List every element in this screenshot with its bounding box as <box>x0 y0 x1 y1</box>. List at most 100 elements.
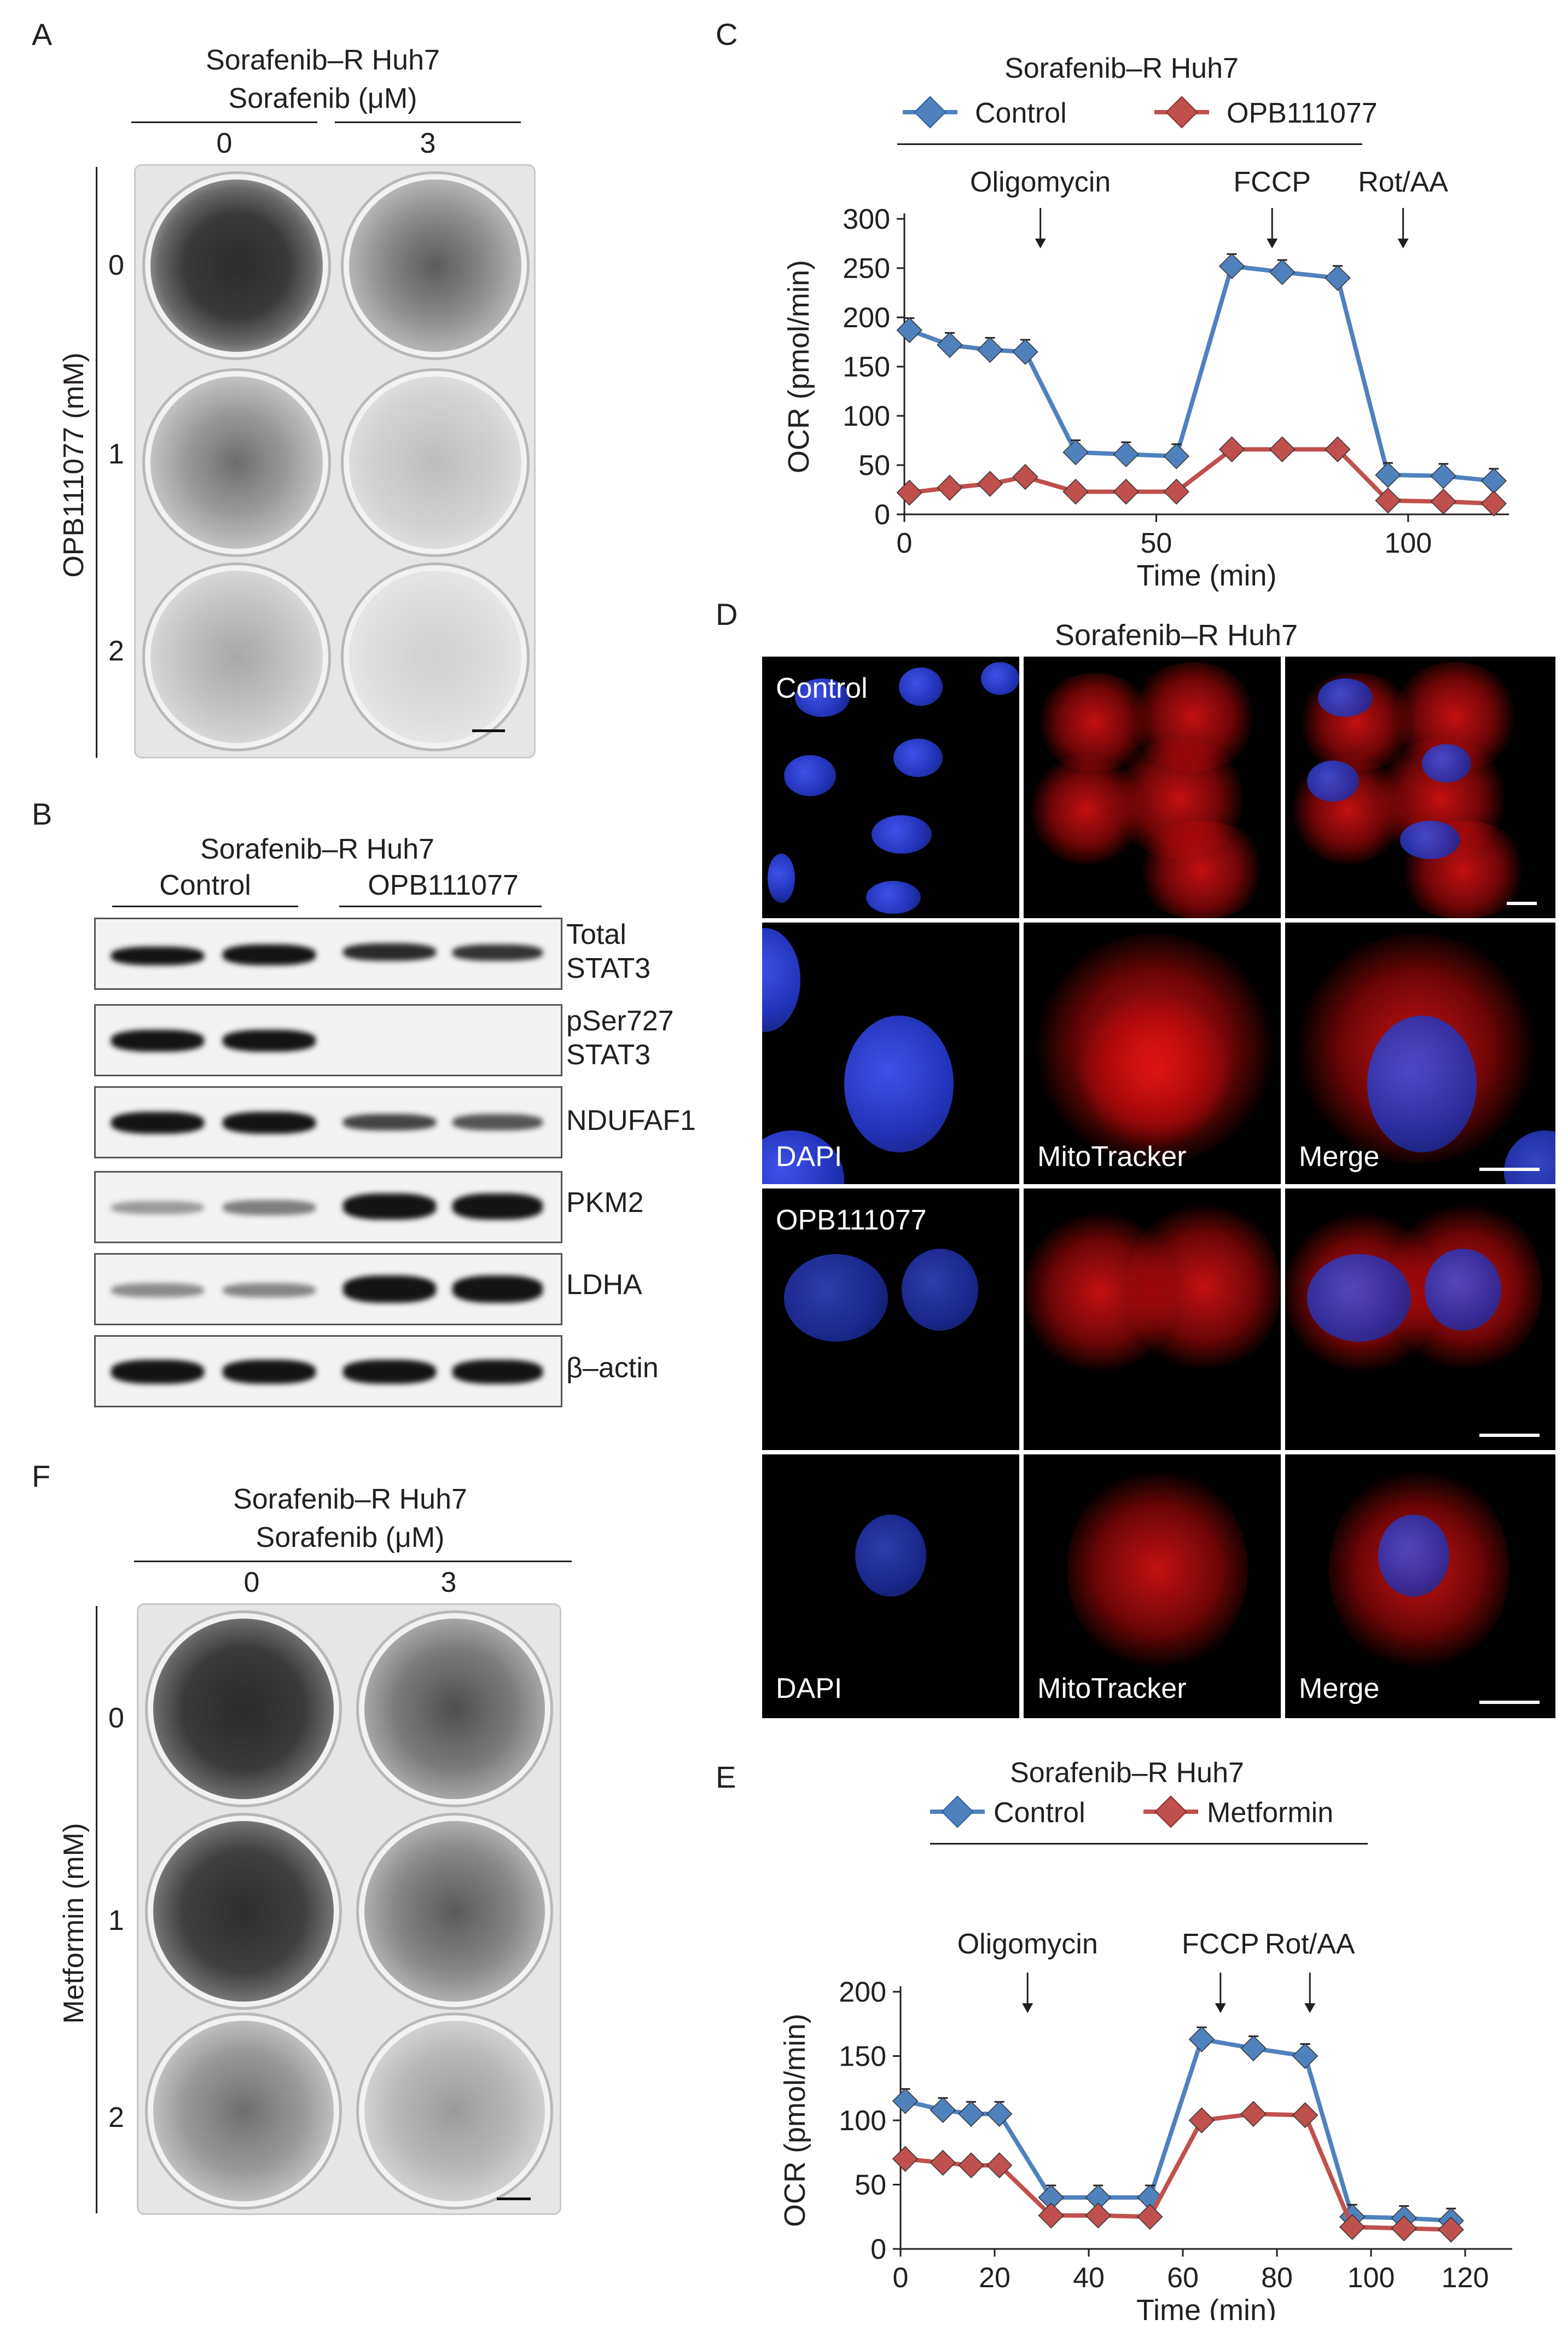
chart-c-xtick-label-1: 50 <box>1140 527 1172 559</box>
chart-e-xtick-label-2: 40 <box>1073 2262 1105 2294</box>
scale-bar-d3 <box>1479 1434 1540 1437</box>
micro-opb-merge-2: Merge <box>1285 1454 1555 1718</box>
panel-a-row0: 0 <box>108 250 124 281</box>
micro-control-mito-2: MitoTracker <box>1024 923 1281 1184</box>
micro-opb-merge-1 <box>1285 1188 1555 1450</box>
panel-e-legend-bar <box>930 1843 1368 1845</box>
chart-c-series-1-point-11 <box>1430 488 1456 515</box>
chart-e-ylabel: OCR (pmol/min) <box>779 2014 811 2227</box>
panel-f-treatment: Sorafenib (μM) <box>255 1522 445 1553</box>
blot-pser727-stat3 <box>94 1004 562 1076</box>
chart-e-series-1-point-10 <box>1339 2214 1366 2240</box>
chart-c-xlabel: Time (min) <box>1137 559 1277 592</box>
panel-b-group1-bar <box>112 906 298 907</box>
chart-c-series-0-point-11 <box>1430 463 1456 489</box>
blot-label-1a: Total <box>566 919 626 950</box>
chart-e-ann-fccp: FCCP <box>1182 1928 1259 1960</box>
panel-a-row1: 1 <box>108 438 124 470</box>
micro-label-mito-opb: MitoTracker <box>1037 1673 1187 1704</box>
chart-e-series-0-point-8 <box>1240 2035 1267 2062</box>
chart-c-ann-fccp: FCCP <box>1233 166 1311 198</box>
chart-e-series-0-point-7 <box>1188 2026 1215 2052</box>
panel-a-row-axis: OPB111077 (mM) <box>58 352 90 578</box>
blot-label-2a: pSer727 <box>566 1005 674 1037</box>
panel-a-row2: 2 <box>108 635 124 667</box>
panel-d-letter: D <box>716 597 738 631</box>
chart-c-series-0-point-4 <box>1062 439 1089 466</box>
chart-e-series-0-point-0 <box>892 2088 919 2114</box>
chart-e-series-0-point-5 <box>1085 2184 1111 2211</box>
chart-e-ytick-label-2: 100 <box>839 2105 886 2137</box>
legend-e-metformin-label: Metformin <box>1207 1797 1333 1829</box>
panel-f-row2: 2 <box>108 2102 124 2133</box>
chart-c-series-1-point-8 <box>1269 436 1296 462</box>
dish-a-1-1 <box>341 368 530 557</box>
chart-e-series-1-point-11 <box>1391 2215 1417 2242</box>
dish-f-0-1 <box>356 1610 553 1807</box>
panel-f-letter: F <box>32 1459 51 1493</box>
micro-opb-mito-1 <box>1024 1188 1281 1450</box>
chart-c-series-0-point-12 <box>1480 468 1507 494</box>
panel-e-cell-line: Sorafenib–R Huh7 <box>1010 1757 1244 1789</box>
blot-label-1b: STAT3 <box>566 953 651 984</box>
chart-e-series-1-point-9 <box>1292 2102 1319 2129</box>
legend-e-control-label: Control <box>994 1797 1085 1829</box>
legend-c-control-marker <box>914 96 946 129</box>
chart-c-ytick-label-1: 50 <box>858 450 890 482</box>
chart-e-xtick-label-3: 60 <box>1167 2262 1199 2294</box>
panel-a-row-bar <box>96 167 97 758</box>
chart-e-series-1-point-7 <box>1188 2107 1215 2133</box>
dish-a-2-1 <box>341 563 530 751</box>
scale-bar-d2 <box>1479 1168 1540 1171</box>
dish-f-1-0 <box>145 1813 342 2010</box>
panel-c-legend: Control OPB111077 <box>903 96 1378 129</box>
chart-e-xtick-label-5: 100 <box>1348 2262 1395 2294</box>
chart-e-series-1-point-0 <box>892 2146 919 2172</box>
panel-a-col0-bar <box>131 121 317 123</box>
blot-beta-actin <box>94 1335 562 1407</box>
micro-label-opb: OPB111077 <box>776 1204 927 1236</box>
chart-c-series-1-point-0 <box>896 479 922 506</box>
blot-total-stat3 <box>94 918 562 990</box>
chart-e-xtick-label-6: 120 <box>1442 2262 1489 2294</box>
chart-c-series-0-point-10 <box>1375 462 1401 488</box>
micrograph-grid: Control DAPI <box>762 657 1555 1718</box>
chart-c-xtick-label-2: 100 <box>1384 527 1432 559</box>
chart-c-series-1-point-5 <box>1113 478 1139 505</box>
blot-label-2b: STAT3 <box>566 1039 651 1071</box>
chart-e-ytick-label-4: 200 <box>839 1976 886 2008</box>
chart-e-xtick-label-1: 20 <box>979 2262 1011 2294</box>
chart-c-ytick-label-2: 100 <box>843 401 890 432</box>
chart-c-ytick-label-0: 0 <box>874 499 890 531</box>
chart-e-series-1-point-6 <box>1137 2204 1163 2230</box>
panel-a-treatment: Sorafenib (μM) <box>228 83 417 114</box>
legend-c-control-label: Control <box>975 97 1067 129</box>
chart-c-ytick-label-4: 200 <box>843 302 890 334</box>
panel-a-cell-line: Sorafenib–R Huh7 <box>206 44 440 76</box>
dish-a-0-1 <box>341 171 530 360</box>
dish-a-2-0 <box>142 563 331 751</box>
scale-bar-d4 <box>1479 1701 1540 1704</box>
chart-c-series-1-point-10 <box>1375 488 1401 514</box>
panel-a-letter: A <box>32 17 53 51</box>
micro-control-dapi-2: DAPI <box>762 923 1019 1184</box>
chart-c-series-0-point-1 <box>937 332 963 358</box>
micro-control-dapi-1: Control <box>762 657 1019 918</box>
chart-c-xtick-label-0: 0 <box>897 527 913 559</box>
micro-label-merge-opb: Merge <box>1299 1673 1380 1704</box>
chart-e-series-0-point-9 <box>1292 2043 1319 2069</box>
panel-f-col1-label: 3 <box>440 1567 457 1598</box>
panel-d-cell-line: Sorafenib–R Huh7 <box>1054 619 1298 652</box>
micro-label-mito-control: MitoTracker <box>1037 1141 1187 1173</box>
chart-e-series-1-point-4 <box>1038 2202 1064 2229</box>
panel-b-group1: Control <box>159 869 251 901</box>
micro-label-dapi-control: DAPI <box>776 1141 843 1173</box>
chart-c-series-0-point-2 <box>977 337 1003 363</box>
chart-c-arrowhead-0 <box>1035 239 1046 248</box>
chart-c-series-1-point-9 <box>1325 436 1351 462</box>
chart-e-arrowhead-0 <box>1022 2003 1033 2013</box>
dish-a-0-0 <box>142 171 331 360</box>
chart-c: 0 50 100 150 200 250 300 0 50 100 Time (min) OCR (p… <box>782 166 1509 592</box>
chart-e-series-1-point-3 <box>986 2152 1013 2178</box>
chart-c-series-0-point-5 <box>1113 441 1139 467</box>
